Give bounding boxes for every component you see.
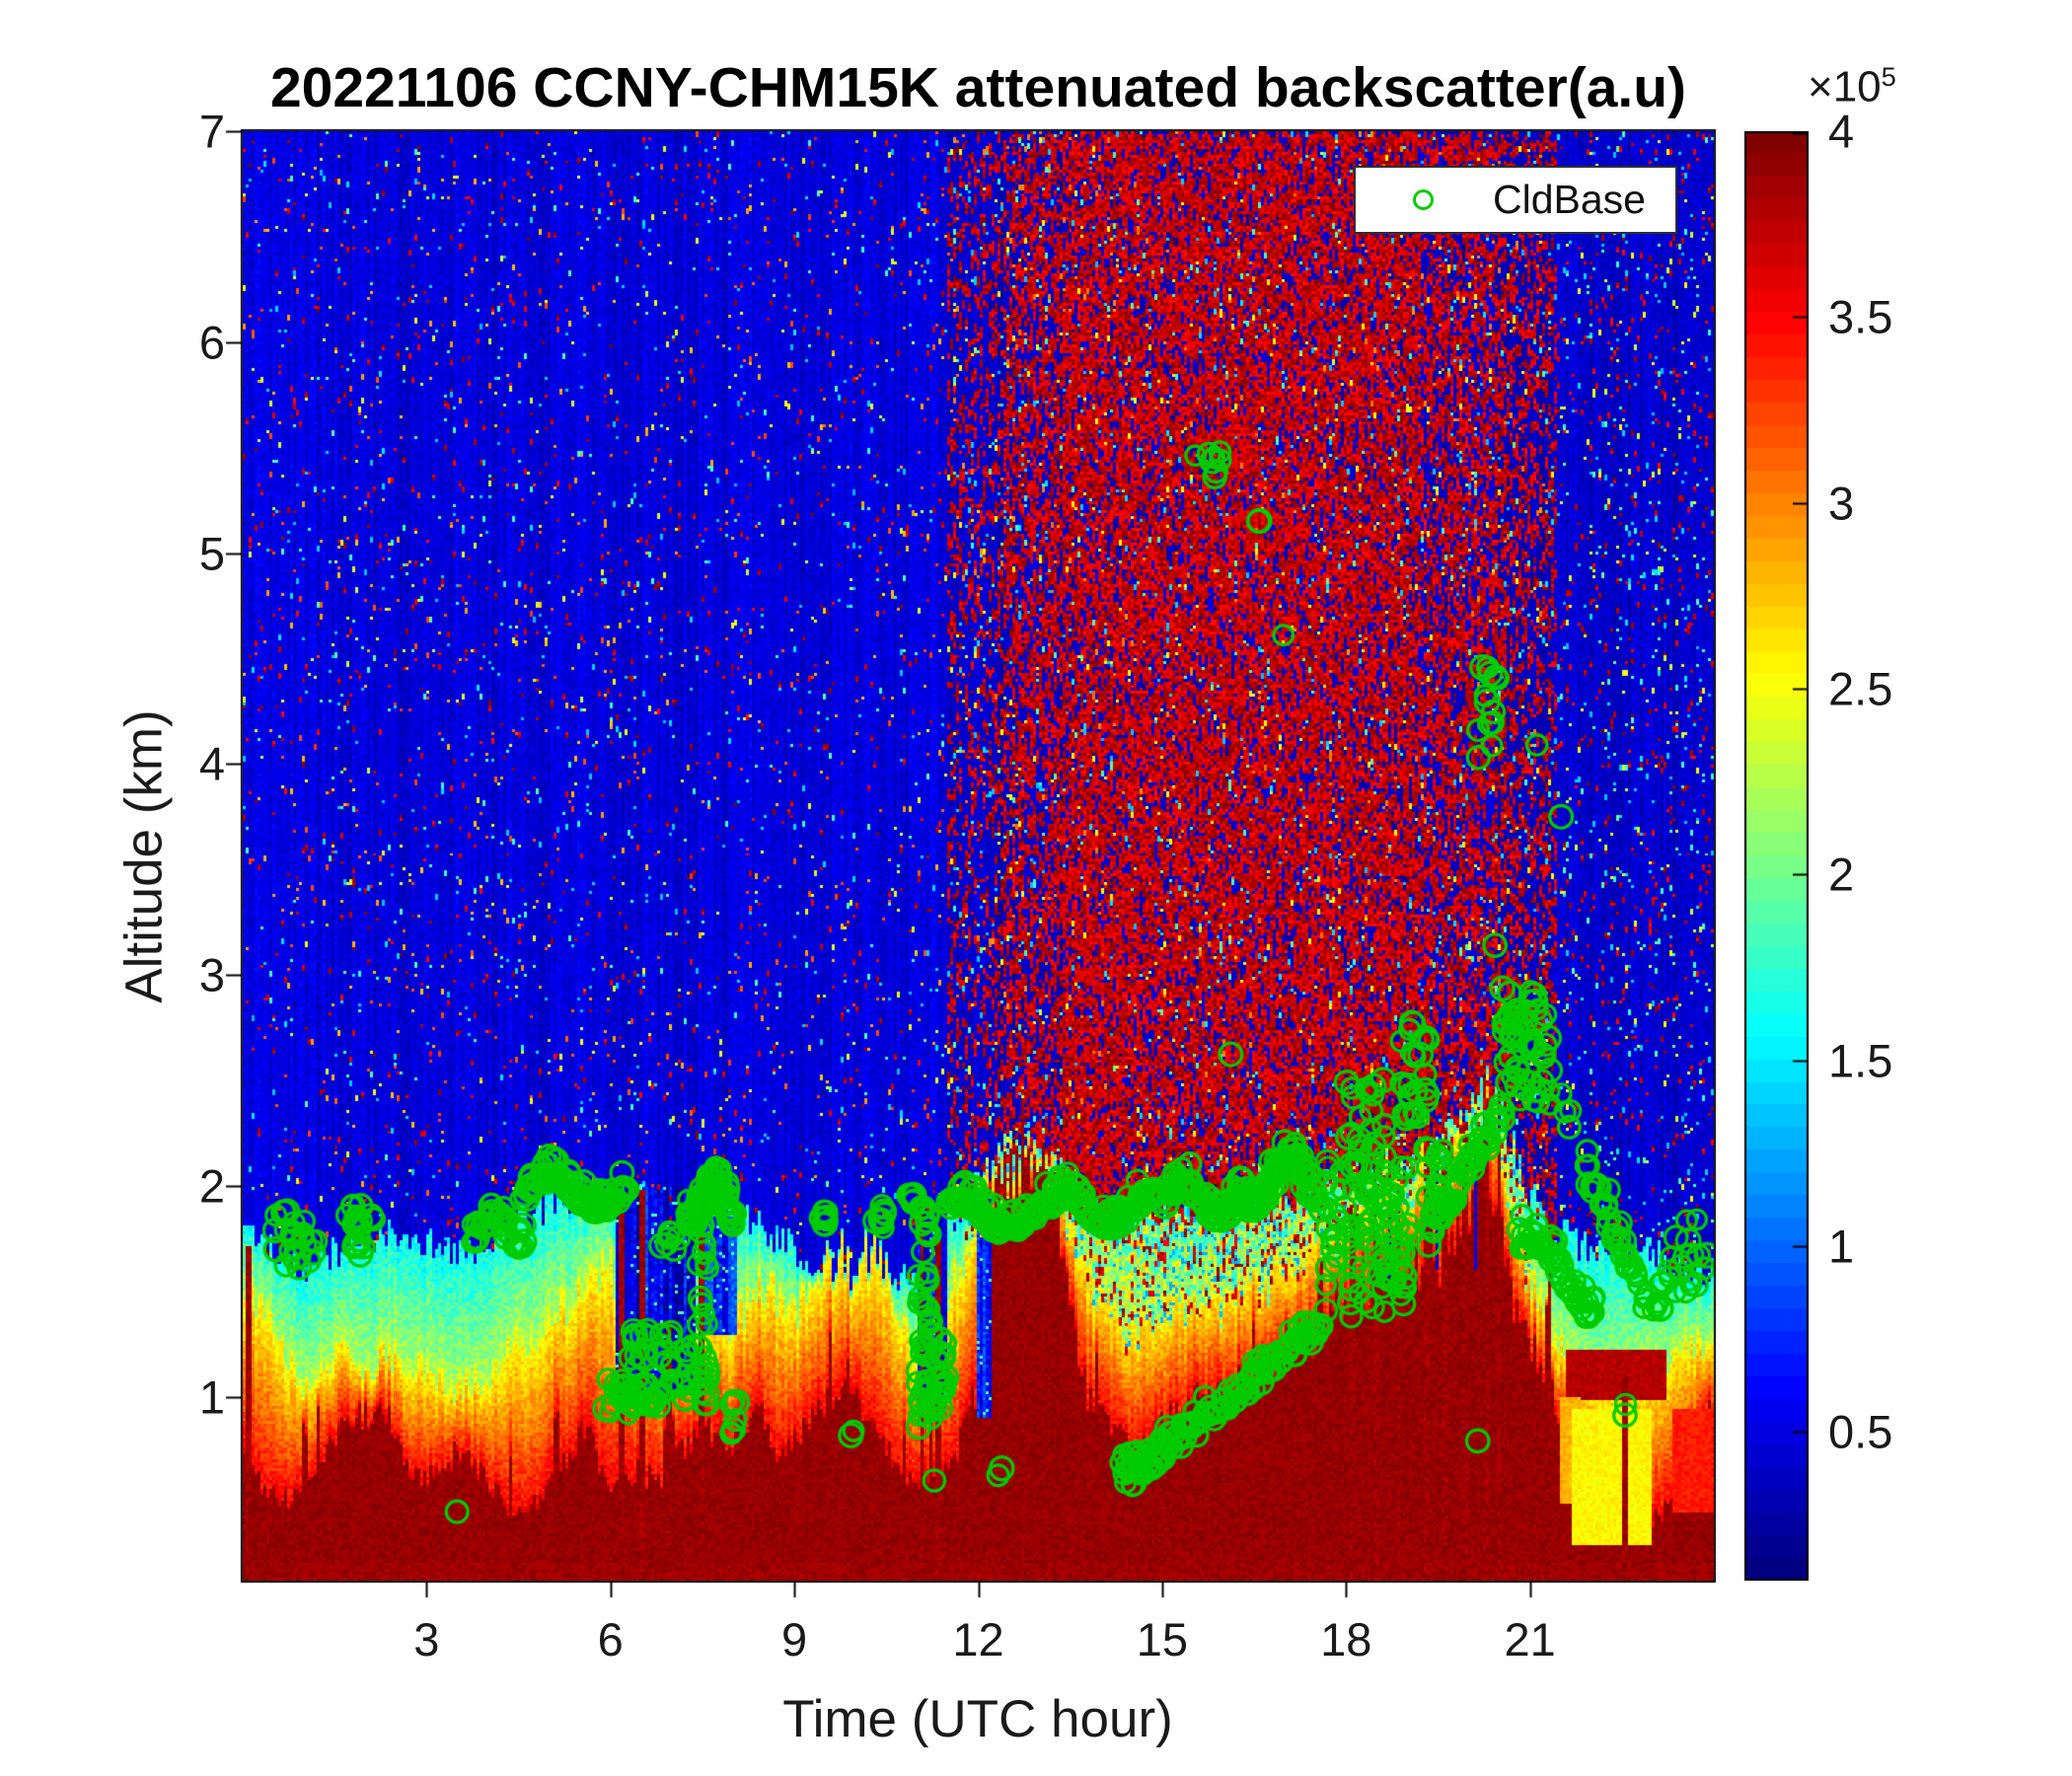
y-tick-label-1: 1: [198, 1370, 225, 1424]
colorbar-tick-label-2: 2: [1828, 848, 1855, 901]
y-tick-label-7: 7: [198, 105, 225, 158]
y-tick-label-6: 6: [198, 316, 225, 369]
x-tick-label-3: 3: [413, 1613, 440, 1665]
backscatter-heatmap-canvas: [243, 131, 1714, 1581]
x-tick-label-18: 18: [1320, 1613, 1372, 1665]
colorbar: [1744, 131, 1809, 1581]
colorbar-tick-label-1.5: 1.5: [1828, 1034, 1893, 1087]
y-tick-label-4: 4: [198, 737, 225, 790]
plot-title: 20221106 CCNY-CHM15K attenuated backscat…: [269, 56, 1687, 119]
colorbar-multiplier-base: ×10: [1808, 62, 1882, 111]
y-tick-label-5: 5: [198, 527, 225, 580]
colorbar-tick-label-4: 4: [1828, 105, 1855, 158]
legend-label: CldBase: [1493, 177, 1646, 222]
y-tick-label-2: 2: [198, 1159, 225, 1213]
colorbar-tick-label-1: 1: [1828, 1220, 1855, 1273]
legend: CldBase: [1354, 166, 1677, 234]
x-tick-label-15: 15: [1136, 1613, 1189, 1665]
cldbase-marker-icon: [1413, 189, 1434, 210]
x-axis-label: Time (UTC hour): [782, 1690, 1173, 1748]
colorbar-tick-label-3.5: 3.5: [1828, 290, 1893, 343]
x-tick-label-21: 21: [1504, 1613, 1556, 1665]
colorbar-exponent-label: ×105: [1808, 61, 1896, 112]
x-tick-label-12: 12: [952, 1613, 1004, 1665]
colorbar-tick-label-2.5: 2.5: [1828, 662, 1893, 715]
y-axis-label: Altitude (km): [114, 709, 174, 1003]
y-tick-label-3: 3: [198, 948, 225, 1001]
colorbar-multiplier-exponent: 5: [1881, 61, 1896, 92]
colorbar-tick-label-0.5: 0.5: [1828, 1405, 1893, 1458]
x-tick-label-9: 9: [781, 1613, 808, 1665]
colorbar-tick-label-3: 3: [1828, 477, 1855, 530]
x-tick-label-6: 6: [597, 1613, 624, 1665]
